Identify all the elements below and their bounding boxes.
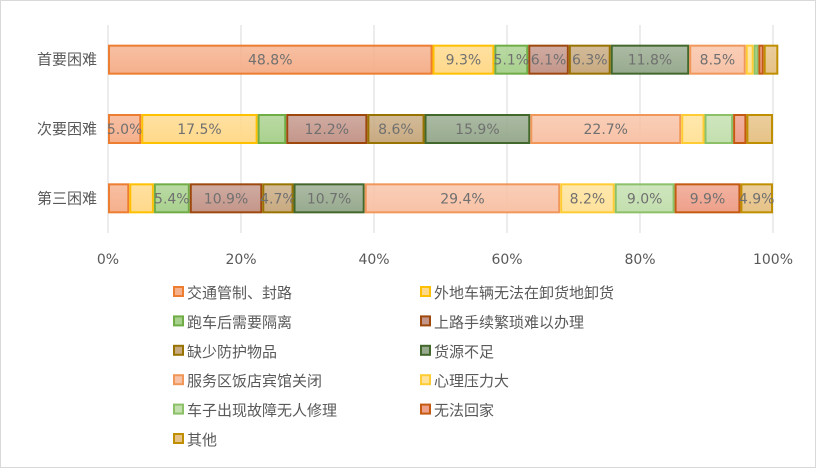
bar-segment bbox=[153, 183, 190, 214]
bar-segment bbox=[293, 183, 365, 214]
legend-label: 心理压力大 bbox=[434, 372, 509, 390]
data-label: 29.4% bbox=[440, 191, 484, 207]
data-label: 12.2% bbox=[305, 122, 349, 138]
bar-segment bbox=[614, 183, 675, 214]
x-tick-label: 20% bbox=[225, 252, 256, 268]
legend-label: 交通管制、封路 bbox=[187, 284, 292, 302]
bar-segment bbox=[560, 183, 615, 214]
bar-segment bbox=[753, 44, 759, 75]
bar-segment bbox=[432, 44, 495, 75]
x-tick-label: 100% bbox=[753, 252, 793, 268]
data-label: 5.1% bbox=[494, 53, 530, 69]
legend-swatch bbox=[173, 344, 184, 356]
bar-segment bbox=[367, 114, 425, 144]
data-label: 10.9% bbox=[204, 191, 248, 207]
legend-swatch bbox=[420, 315, 431, 327]
y-category-label: 首要困难 bbox=[37, 51, 97, 69]
legend-swatch bbox=[173, 315, 184, 327]
bar-segment bbox=[262, 183, 294, 214]
legend-swatch bbox=[173, 403, 184, 415]
y-category-label: 次要困难 bbox=[37, 120, 97, 138]
legend-swatch bbox=[173, 433, 184, 444]
bar-segment bbox=[108, 44, 433, 75]
bar-segment bbox=[733, 114, 747, 144]
data-label: 4.9% bbox=[739, 191, 775, 207]
legend-label: 服务区饭店宾馆关闭 bbox=[187, 372, 322, 390]
legend-label: 车子出现故障无人修理 bbox=[187, 402, 337, 420]
legend-label: 无法回家 bbox=[434, 402, 494, 420]
x-tick-label: 60% bbox=[491, 252, 522, 268]
legend-label: 上路手续繁琐难以办理 bbox=[434, 313, 584, 331]
legend-swatch bbox=[420, 286, 431, 297]
bar-segment bbox=[530, 114, 682, 144]
data-label: 10.7% bbox=[307, 191, 351, 207]
data-label: 6.3% bbox=[572, 53, 608, 69]
bar-segment bbox=[189, 183, 263, 214]
legend-label: 外地车辆无法在卸货地卸货 bbox=[434, 284, 614, 302]
bar-segment bbox=[610, 44, 690, 75]
bar-segment bbox=[758, 44, 764, 75]
bar-segment bbox=[108, 114, 142, 144]
bar-segment bbox=[689, 44, 746, 75]
legend-swatch bbox=[420, 344, 431, 356]
bar-segment bbox=[763, 44, 779, 75]
legend-swatch bbox=[173, 374, 184, 386]
data-label: 15.9% bbox=[455, 122, 499, 138]
y-category-label: 第三困难 bbox=[37, 189, 97, 207]
data-label: 5.4% bbox=[154, 191, 190, 207]
data-label: 9.9% bbox=[690, 191, 726, 207]
bar-segment bbox=[746, 114, 774, 144]
legend-swatch bbox=[420, 403, 431, 415]
data-label: 22.7% bbox=[584, 122, 628, 138]
legend-swatch bbox=[173, 286, 184, 297]
legend-label: 其他 bbox=[187, 431, 217, 449]
bar-segment bbox=[745, 44, 754, 75]
data-label: 8.6% bbox=[378, 122, 414, 138]
bar-segment bbox=[141, 114, 258, 144]
data-label: 5.0% bbox=[107, 122, 143, 138]
data-label: 9.3% bbox=[446, 53, 482, 69]
data-label: 8.2% bbox=[570, 191, 606, 207]
bar-segment bbox=[364, 183, 561, 214]
legend-label: 货源不足 bbox=[434, 343, 494, 361]
bar-segment bbox=[681, 114, 705, 144]
data-label: 17.5% bbox=[177, 122, 221, 138]
x-tick-label: 40% bbox=[358, 252, 389, 268]
bar-segment bbox=[257, 114, 287, 144]
legend-swatch bbox=[420, 374, 431, 386]
data-label: 11.8% bbox=[628, 53, 672, 69]
bar-segment bbox=[108, 183, 130, 214]
x-tick-label: 80% bbox=[624, 252, 655, 268]
bar-segment bbox=[424, 114, 531, 144]
x-tick-label: 0% bbox=[97, 252, 119, 268]
data-label: 6.1% bbox=[531, 53, 567, 69]
data-label: 9.0% bbox=[627, 191, 663, 207]
legend-label: 跑车后需要隔离 bbox=[187, 313, 292, 331]
bar-segment bbox=[568, 44, 611, 75]
bar-segment bbox=[494, 44, 529, 75]
bar-segment bbox=[286, 114, 368, 144]
bar-segment bbox=[528, 44, 569, 75]
data-label: 48.8% bbox=[248, 53, 292, 69]
bar-segment bbox=[740, 183, 773, 214]
bar-segment bbox=[704, 114, 734, 144]
bar-segment bbox=[674, 183, 741, 214]
data-label: 8.5% bbox=[700, 53, 736, 69]
legend-label: 缺少防护物品 bbox=[187, 343, 277, 361]
data-label: 4.7% bbox=[260, 191, 296, 207]
bar-segment bbox=[129, 183, 154, 214]
